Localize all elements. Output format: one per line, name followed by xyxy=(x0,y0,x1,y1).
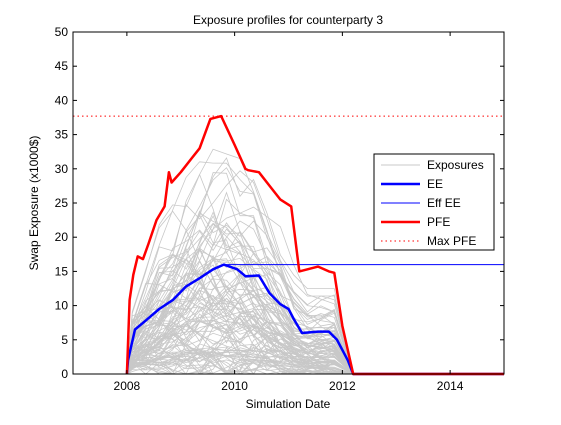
exposure-path xyxy=(126,274,504,375)
exposure-path xyxy=(126,220,504,375)
exposure-path xyxy=(126,351,504,375)
y-tick-label: 25 xyxy=(55,196,69,210)
exposure-path xyxy=(126,212,504,375)
exposure-path xyxy=(126,249,504,375)
y-tick-label: 5 xyxy=(61,333,68,347)
x-axis-title: Simulation Date xyxy=(246,397,331,411)
x-tick-label: 2008 xyxy=(114,379,141,393)
exposure-path xyxy=(126,314,504,375)
y-tick-label: 40 xyxy=(55,93,69,107)
x-tick-label: 2010 xyxy=(221,379,248,393)
legend-label: Max PFE xyxy=(427,234,476,248)
legend-label: EE xyxy=(427,177,443,191)
exposure-path xyxy=(126,347,504,375)
y-tick-label: 0 xyxy=(61,367,68,381)
x-tick-label: 2012 xyxy=(329,379,356,393)
y-axis: 0 5 10 15 20 25 30 35 40 45 50 xyxy=(55,25,504,381)
exposure-path xyxy=(126,312,504,375)
y-tick-label: 50 xyxy=(55,25,69,39)
y-tick-label: 20 xyxy=(55,230,69,244)
series-line-pfe xyxy=(125,114,504,376)
y-tick-label: 15 xyxy=(55,264,69,278)
y-axis-title: Swap Exposure (x1000$) xyxy=(27,136,41,271)
y-tick-label: 45 xyxy=(55,59,69,73)
exposure-path xyxy=(126,170,504,375)
legend-label: Exposures xyxy=(427,158,484,172)
legend-label: Eff EE xyxy=(427,196,461,210)
exposure-path xyxy=(126,260,504,375)
exposure-path xyxy=(126,157,504,375)
legend-label: PFE xyxy=(427,215,450,229)
exposure-path xyxy=(126,191,504,375)
exposure-path xyxy=(126,255,504,375)
exposure-path xyxy=(126,285,504,375)
exposure-path xyxy=(126,296,504,375)
exposure-path xyxy=(126,268,504,375)
exposure-path xyxy=(126,248,504,375)
series-line-ee xyxy=(125,263,504,376)
chart-title: Exposure profiles for counterparty 3 xyxy=(193,13,383,27)
y-tick-label: 30 xyxy=(55,162,69,176)
exposure-path xyxy=(126,222,504,375)
series-layer xyxy=(73,114,504,376)
exposure-path xyxy=(126,333,504,375)
exposure-path xyxy=(126,311,504,375)
y-tick-label: 10 xyxy=(55,299,69,313)
exposure-path xyxy=(126,210,504,375)
x-tick-label: 2014 xyxy=(437,379,464,393)
legend-box xyxy=(373,153,495,251)
exposure-path xyxy=(126,349,504,375)
exposure-path xyxy=(126,353,504,375)
legend: Exposures EE Eff EE PFE Max PFE xyxy=(373,153,495,251)
x-axis: 2008 2010 2012 2014 xyxy=(114,32,464,393)
exposure-path xyxy=(126,243,504,375)
exposure-path xyxy=(126,258,504,375)
exposure-path xyxy=(126,161,504,375)
y-tick-label: 35 xyxy=(55,128,69,142)
exposure-path xyxy=(126,306,504,375)
